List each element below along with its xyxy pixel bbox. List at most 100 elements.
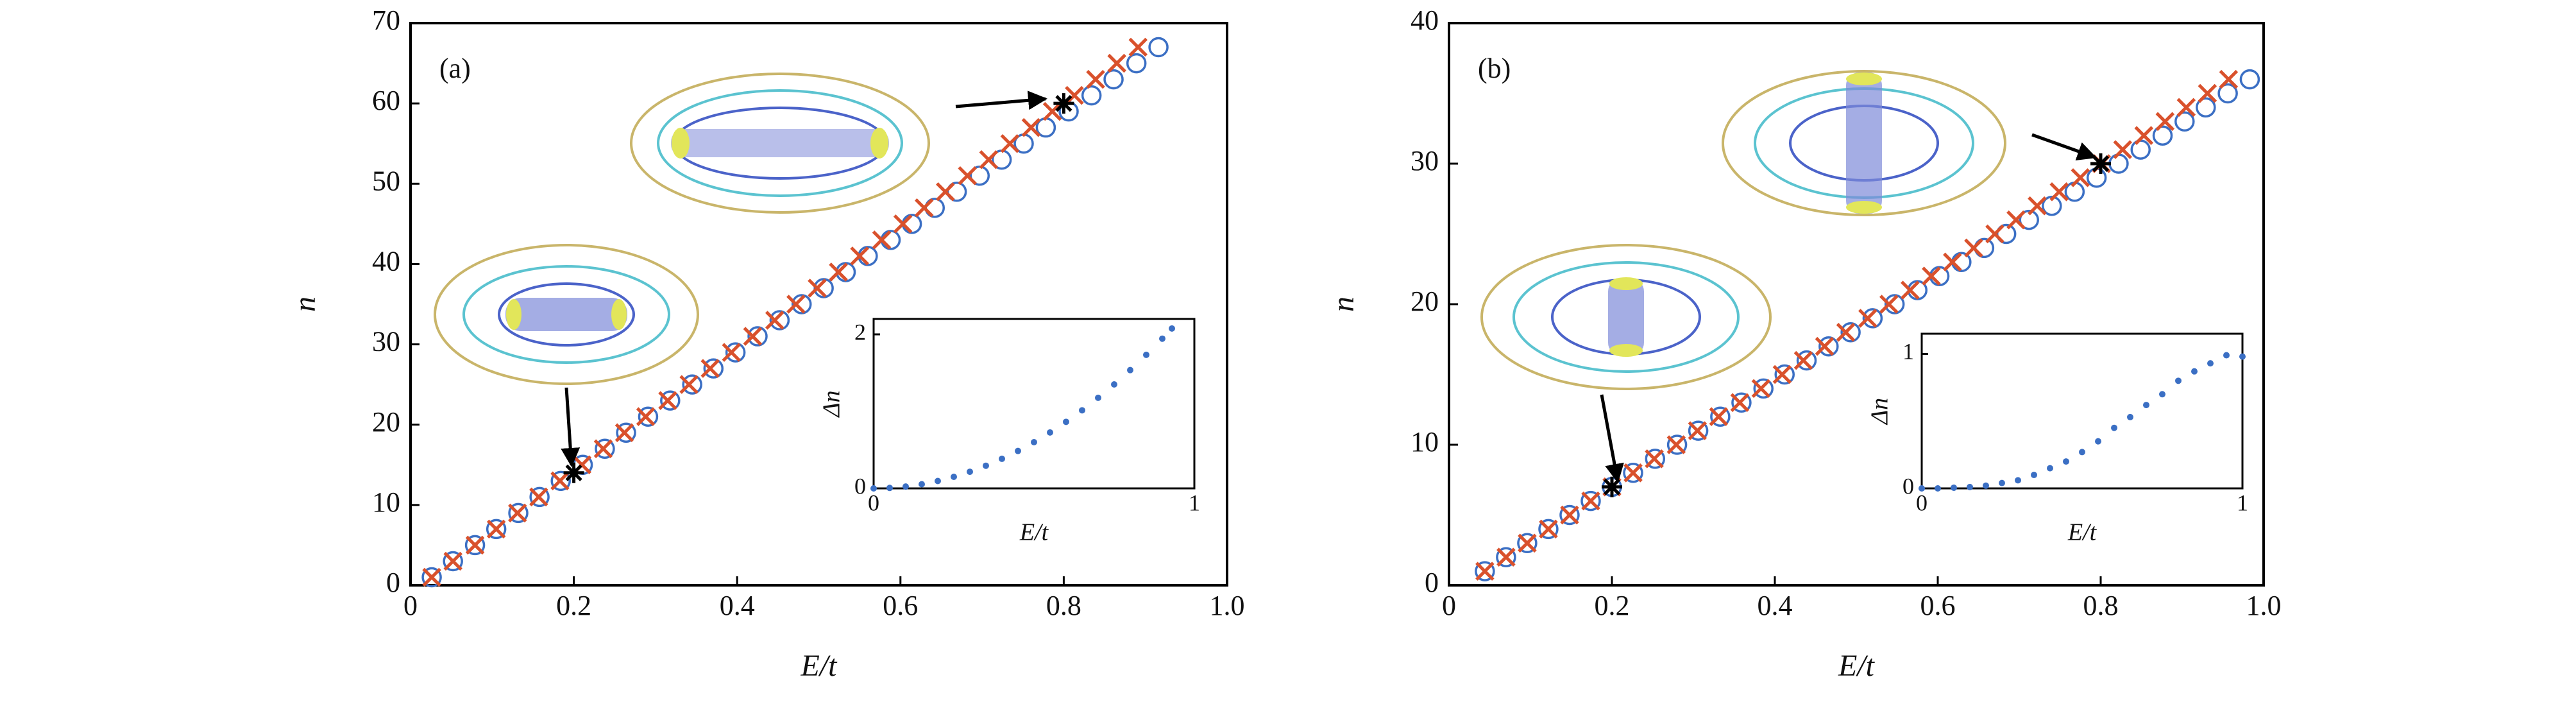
circle-marker: [638, 406, 659, 427]
cross-marker: [850, 246, 869, 266]
circle-marker: [1666, 434, 1688, 455]
circle-marker: [660, 390, 681, 411]
x-tick-label: 0: [403, 590, 418, 621]
x-axis-label: E/t: [1019, 519, 1049, 546]
circle-marker: [1580, 490, 1601, 511]
circle-marker: [1623, 463, 1643, 483]
cross-marker: [1645, 449, 1664, 468]
circle-marker: [1517, 533, 1538, 554]
cross-marker: [1560, 505, 1579, 525]
cross-marker: [529, 487, 548, 507]
cross-marker: [1985, 224, 2004, 244]
cross-marker: [2198, 83, 2217, 103]
dot: [1015, 447, 1021, 454]
cross-marker: [593, 439, 613, 459]
circle-marker: [747, 326, 768, 347]
star-marker: [2090, 153, 2111, 174]
x-tick-label: 0: [868, 490, 879, 515]
dot: [2079, 449, 2085, 456]
cross-marker: [2176, 98, 2196, 117]
cross-marker: [1709, 407, 1729, 426]
cross-marker: [1128, 37, 1148, 57]
cross-marker: [1836, 323, 1856, 342]
circle-marker: [1731, 392, 1752, 413]
x-tick-label: 1: [1189, 490, 1200, 515]
y-tick-label: 0: [1425, 567, 1439, 598]
y-tick-label: 1: [1902, 339, 1914, 365]
dot: [2239, 353, 2246, 360]
y-tick-label: 20: [372, 406, 400, 438]
circle-marker: [2217, 83, 2238, 104]
x-tick-label: 0.8: [1046, 590, 1081, 621]
cross-marker: [1539, 519, 1558, 539]
y-tick-label: 20: [1411, 286, 1439, 317]
dot: [2223, 352, 2230, 359]
cross-marker: [636, 407, 656, 426]
y-tick-label: 60: [372, 85, 400, 116]
cross-marker: [829, 262, 848, 282]
decoration: [434, 70, 2097, 483]
circle-marker: [529, 486, 550, 508]
dot: [1031, 439, 1037, 445]
cross-marker: [743, 327, 763, 346]
cross-marker: [1751, 379, 1771, 399]
circle-marker: [443, 551, 463, 572]
circle-marker: [1774, 364, 1795, 385]
circle-marker: [1148, 37, 1169, 58]
cross-marker: [786, 295, 806, 314]
dot: [2127, 413, 2133, 420]
dot: [1935, 485, 1941, 492]
cross-marker: [958, 166, 977, 185]
circle-marker: [1126, 53, 1147, 74]
y-tick-label: 0: [854, 473, 866, 499]
dot: [1951, 484, 1957, 491]
x-tick-label: 0.8: [2083, 590, 2119, 621]
inset: 0 1 0 2 E/t Δn: [818, 318, 1200, 546]
y-tick-label: 50: [372, 165, 400, 196]
x-axis-label: E/t: [1838, 649, 1876, 683]
dot: [951, 474, 957, 480]
dot: [2095, 438, 2101, 445]
cross-marker: [722, 343, 741, 362]
y-tick-label: 2: [854, 319, 866, 345]
cross-marker: [1688, 421, 1707, 440]
dot: [902, 483, 909, 490]
dot: [2031, 472, 2037, 479]
circle-marker: [1496, 547, 1516, 567]
x-tick-label: 0.6: [883, 590, 918, 621]
inset-frame: [1920, 332, 2244, 490]
circle-marker: [682, 374, 702, 395]
circle-marker: [1475, 561, 1495, 581]
y-tick-label: 0: [386, 567, 400, 598]
y-tick-label: 70: [372, 4, 400, 36]
cross-marker: [2006, 210, 2026, 230]
x-tick-label: 0.4: [720, 590, 755, 621]
cross-marker: [1793, 350, 1813, 370]
x-axis-label: E/t: [801, 649, 838, 683]
circle-marker: [1538, 519, 1559, 540]
cross-marker: [422, 567, 441, 587]
dot: [870, 485, 877, 492]
cross-marker: [2155, 112, 2175, 132]
dot: [2047, 465, 2053, 472]
dot: [2159, 391, 2165, 398]
arrows: [561, 90, 2097, 483]
contour-inset: [434, 244, 699, 385]
dot: [1967, 483, 1973, 490]
dot: [1127, 366, 1133, 374]
dot: [1919, 485, 1925, 492]
cross-marker: [2113, 140, 2133, 159]
cross-marker: [1623, 463, 1643, 483]
dot: [2063, 458, 2069, 465]
circle-marker: [1645, 449, 1666, 469]
circle-marker: [2196, 97, 2216, 118]
circle-marker: [508, 503, 529, 524]
circle-marker: [1688, 420, 1709, 441]
inset: 0 1 0 1 E/t Δn: [1867, 332, 2248, 546]
cross-marker: [1518, 533, 1537, 553]
circle-marker: [1818, 336, 1839, 357]
circle-marker: [464, 535, 486, 556]
circle-marker: [421, 567, 442, 588]
cross-marker: [1943, 252, 1962, 272]
cross-marker: [914, 198, 934, 218]
